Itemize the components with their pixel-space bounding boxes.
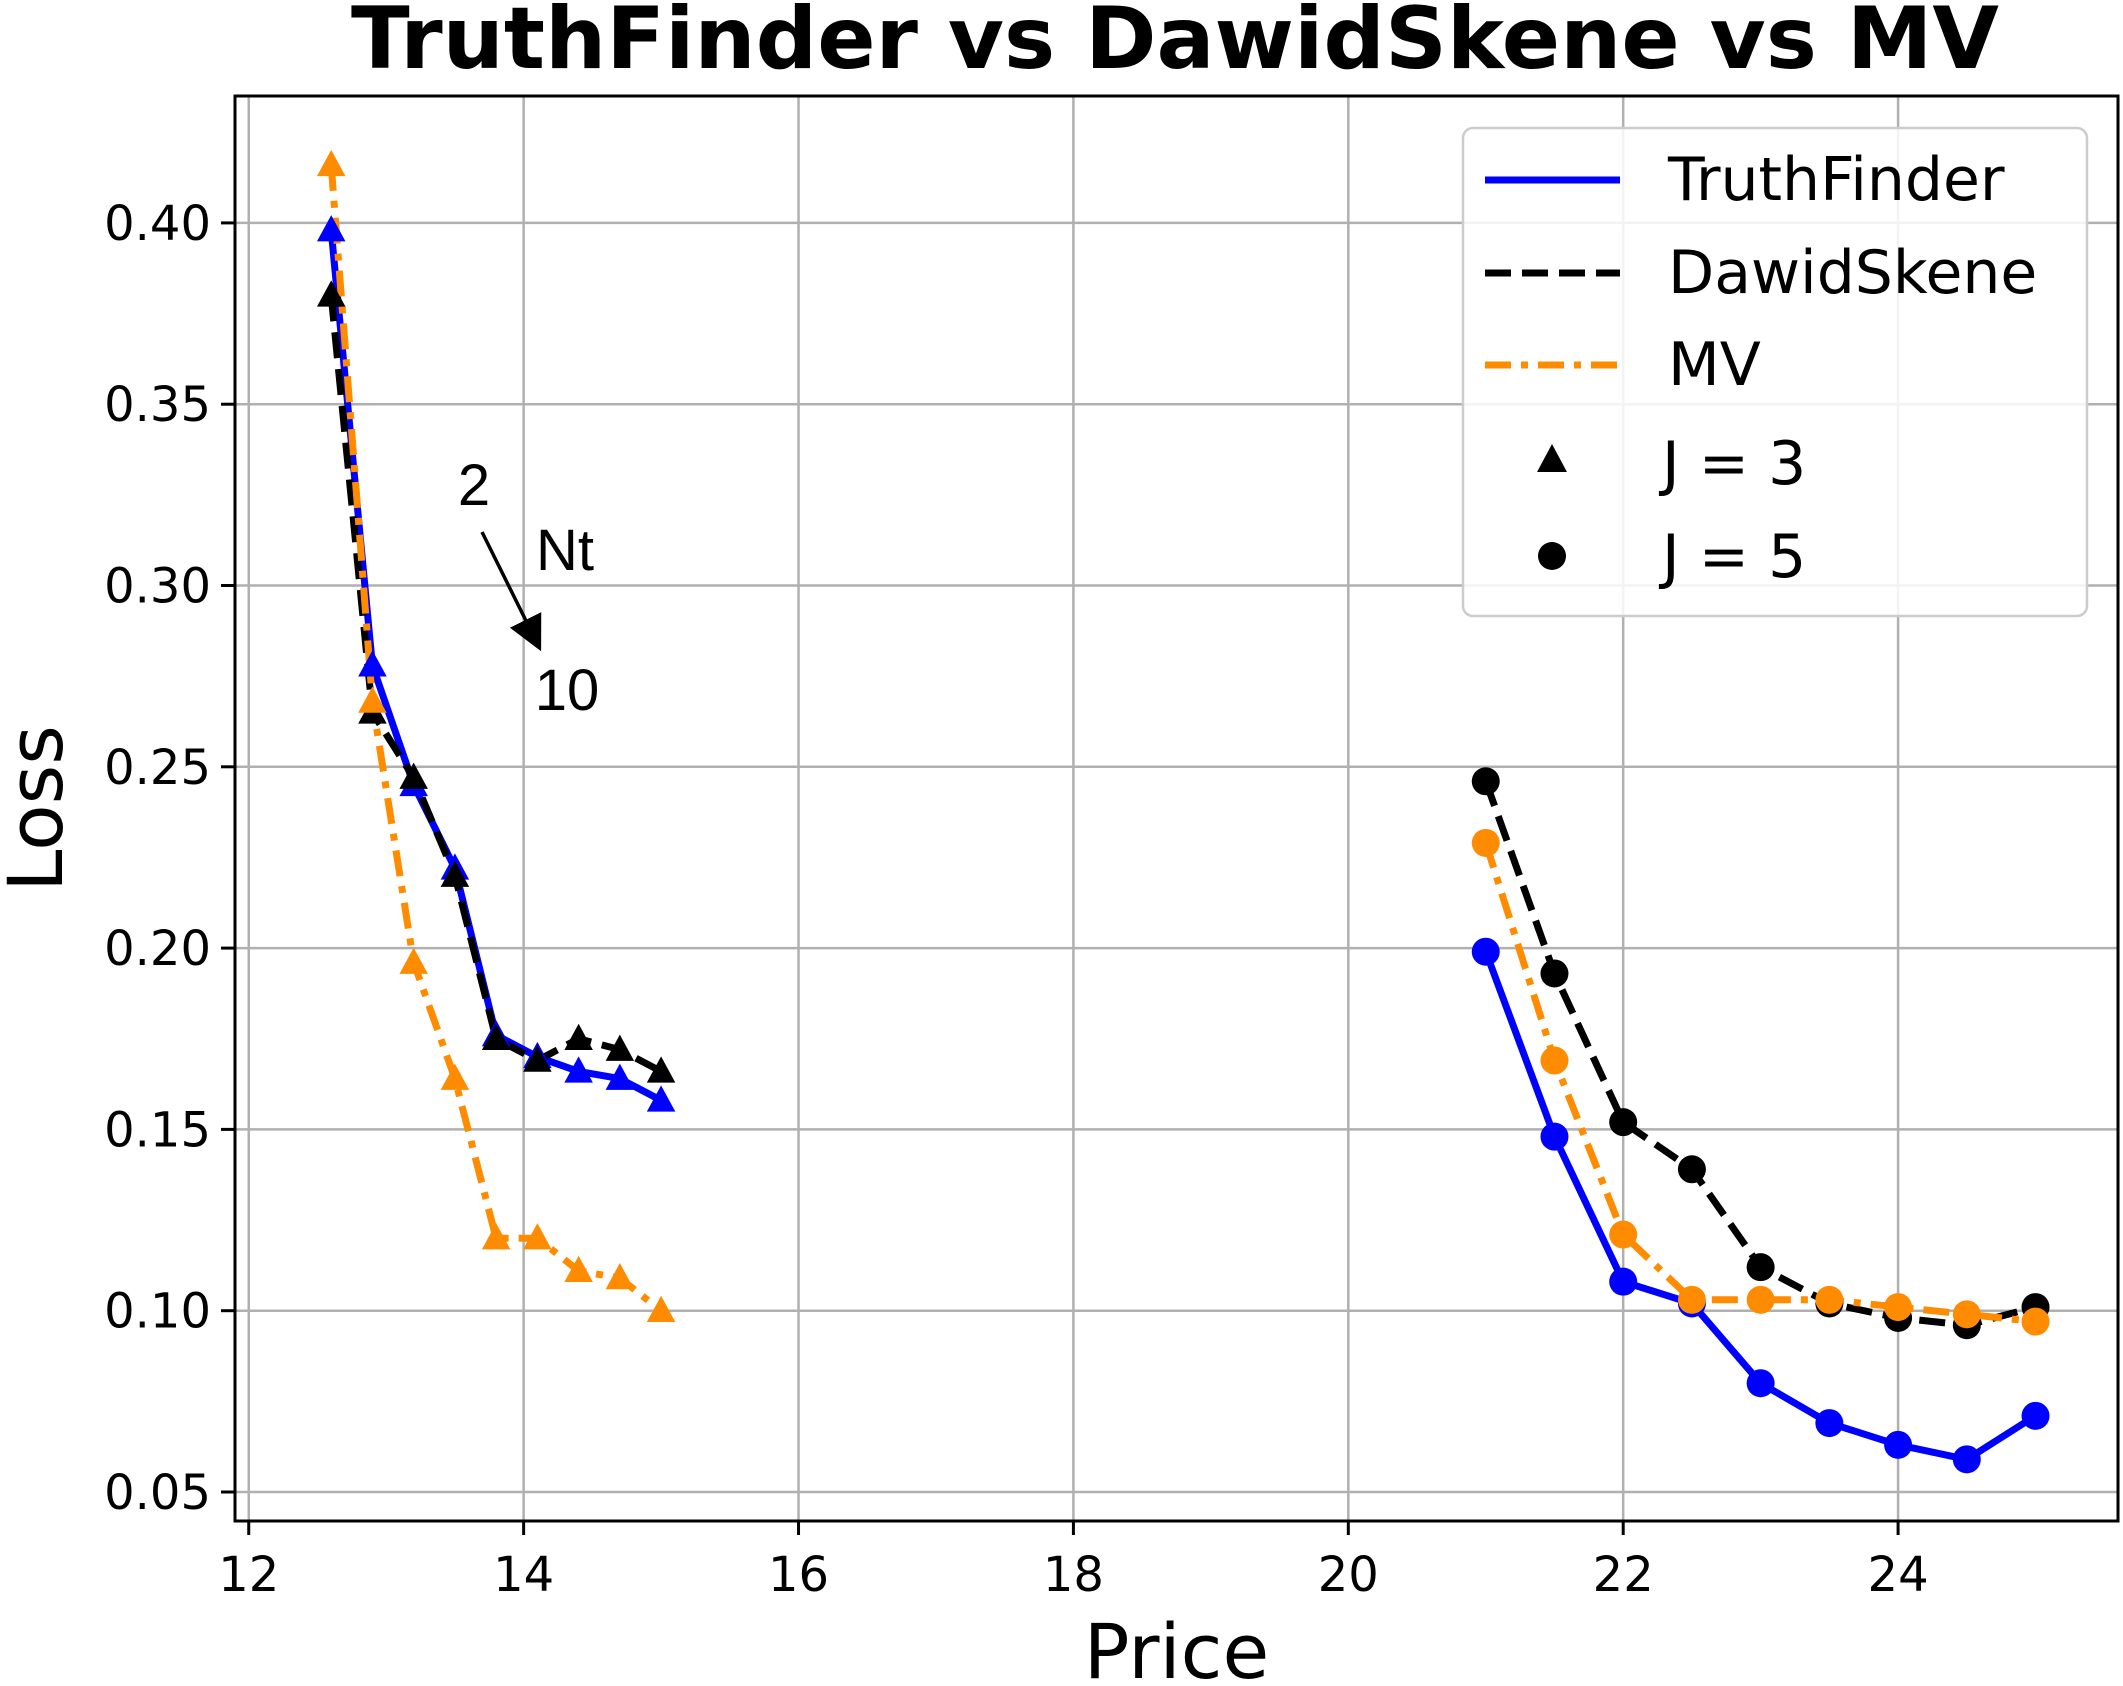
data-point-truthfinder-j3 — [316, 215, 346, 242]
data-point-mv-j5 — [1815, 1285, 1844, 1314]
data-point-truthfinder-j5 — [1609, 1267, 1638, 1296]
y-tick-label: 0.10 — [104, 1284, 211, 1340]
series-line-truthfinder-j3 — [327, 229, 663, 1104]
annotation-arrow — [480, 531, 542, 652]
y-tick-label: 0.40 — [104, 196, 211, 252]
data-point-mv-j3 — [358, 686, 387, 713]
data-point-truthfinder-j3 — [605, 1063, 635, 1090]
data-point-dawidskene-j3 — [523, 1045, 552, 1072]
legend-box — [1461, 126, 2089, 618]
y-axis-label: Loss — [0, 725, 80, 892]
data-point-dawidskene-j3 — [440, 860, 470, 887]
marker-layer — [316, 149, 2050, 1474]
data-point-mv-j5 — [1677, 1285, 1706, 1314]
legend-label-dawidskene: DawidSkene — [1668, 238, 2037, 308]
data-point-truthfinder-j5 — [1952, 1445, 1981, 1474]
series-line-dawidskene-j3 — [327, 295, 663, 1075]
legend-label-truthfinder: TruthFinder — [1667, 145, 2005, 215]
y-tick-label: 0.15 — [104, 1102, 211, 1158]
data-point-mv-j3 — [440, 1063, 470, 1090]
y-tick-label: 0.35 — [104, 377, 211, 433]
chart-title: TruthFinder vs DawidSkene vs MV — [351, 0, 1999, 89]
x-tick-label: 12 — [218, 1547, 279, 1603]
data-point-dawidskene-j3 — [399, 762, 428, 789]
data-point-dawidskene-j5 — [1677, 1155, 1706, 1184]
data-point-dawidskene-j5 — [1609, 1108, 1638, 1137]
annotation-start: 2 — [458, 453, 490, 518]
data-point-truthfinder-j3 — [358, 650, 387, 677]
data-point-dawidskene-j3 — [316, 280, 346, 307]
data-point-dawidskene-j5 — [1746, 1253, 1775, 1282]
y-tick-label: 0.05 — [104, 1465, 211, 1521]
x-axis-ticks: 12 14 16 18 20 22 24 — [218, 1521, 1929, 1603]
data-point-mv-j3 — [646, 1295, 676, 1322]
y-tick-label: 0.25 — [104, 740, 211, 796]
nt-annotation: 2 Nt 10 — [458, 453, 599, 723]
data-point-mv-j3 — [605, 1263, 635, 1290]
x-tick-label: 22 — [1593, 1547, 1654, 1603]
data-point-truthfinder-j3 — [646, 1085, 676, 1112]
data-point-dawidskene-j3 — [481, 1023, 511, 1050]
annotation-end: 10 — [535, 658, 600, 723]
data-point-mv-j5 — [1746, 1285, 1775, 1314]
legend-label-mv: MV — [1668, 330, 1761, 400]
legend-label-j5: J = 5 — [1658, 522, 1806, 592]
data-point-truthfinder-j3 — [564, 1056, 593, 1083]
data-point-dawidskene-j5 — [1471, 767, 1500, 796]
legend-circle-marker — [1538, 542, 1566, 570]
data-point-mv-j3 — [316, 149, 346, 177]
data-point-truthfinder-j5 — [1815, 1409, 1844, 1438]
legend: TruthFinder DawidSkene MV J = 3 J = 5 — [1461, 126, 2089, 618]
annotation-label: Nt — [536, 518, 594, 583]
y-axis-ticks: 0.05 0.10 0.15 0.20 0.25 0.30 0.35 0.40 — [104, 196, 235, 1521]
x-axis-label: Price — [1084, 1607, 1269, 1686]
data-point-mv-j3 — [481, 1223, 511, 1250]
x-tick-label: 20 — [1318, 1547, 1379, 1603]
data-point-truthfinder-j5 — [1471, 937, 1500, 966]
y-tick-label: 0.30 — [104, 559, 211, 615]
data-point-mv-j5 — [1609, 1220, 1638, 1249]
x-tick-label: 16 — [768, 1547, 829, 1603]
data-point-dawidskene-j3 — [605, 1034, 635, 1061]
data-point-mv-j5 — [2021, 1307, 2050, 1336]
data-point-mv-j3 — [523, 1223, 552, 1250]
x-tick-label: 24 — [1868, 1547, 1929, 1603]
legend-triangle-marker — [1537, 444, 1567, 472]
series-line-mv-j3 — [327, 164, 664, 1314]
x-tick-label: 14 — [493, 1547, 554, 1603]
data-point-truthfinder-j5 — [2021, 1401, 2050, 1430]
series-line-mv-j5 — [1482, 841, 2036, 1326]
legend-label-j3: J = 3 — [1658, 429, 1806, 499]
data-point-dawidskene-j5 — [1540, 959, 1569, 988]
series-line-dawidskene-j5 — [1482, 780, 2037, 1329]
data-point-mv-j3 — [399, 947, 428, 974]
data-point-truthfinder-j5 — [1540, 1122, 1569, 1151]
data-point-mv-j5 — [1884, 1293, 1913, 1322]
y-tick-label: 0.20 — [104, 921, 211, 977]
data-point-dawidskene-j3 — [646, 1056, 676, 1083]
data-point-truthfinder-j5 — [1746, 1369, 1775, 1398]
data-point-mv-j3 — [564, 1255, 593, 1283]
data-point-mv-j5 — [1952, 1300, 1981, 1329]
data-point-mv-j5 — [1471, 828, 1500, 857]
data-point-dawidskene-j3 — [564, 1023, 593, 1050]
data-point-mv-j5 — [1540, 1046, 1569, 1075]
data-point-truthfinder-j5 — [1884, 1430, 1913, 1459]
plot-frame — [233, 94, 2120, 1523]
x-tick-label: 18 — [1043, 1547, 1104, 1603]
